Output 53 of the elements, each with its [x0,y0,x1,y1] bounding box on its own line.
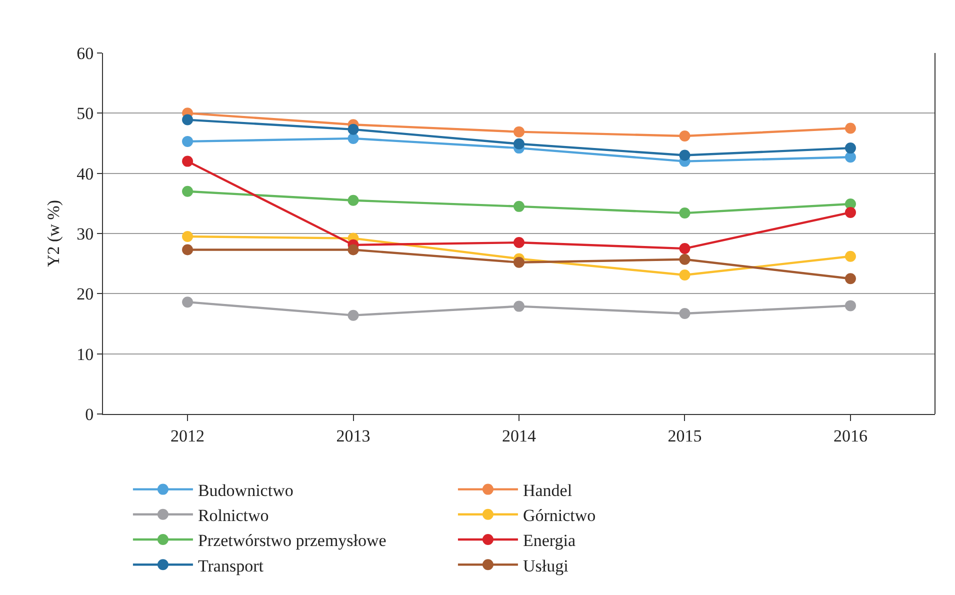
y-tick-label: 50 [76,104,94,124]
point [679,254,690,265]
point [514,300,524,312]
point [348,124,359,135]
legend-label: Rolnictwo [198,506,269,526]
point [182,244,194,256]
y-axis-title: Y2 (w %) [44,200,63,268]
y-tick-label: 20 [76,284,94,304]
point [844,250,856,262]
y-tick-label: 30 [76,224,94,244]
point [514,126,524,138]
legend-label: Górnictwo [522,506,596,526]
y-tick-label: 60 [76,44,94,63]
x-tick-label: 2012 [170,426,205,446]
y-tick-label: 40 [76,164,94,184]
point [348,194,359,206]
point [182,114,194,126]
point [514,237,524,248]
point [182,186,194,197]
legend-label: Budownictwo [198,480,294,500]
legend-label: Przetwórstwo przemysłowe [198,531,386,550]
point [844,300,856,312]
point [514,200,524,212]
point [348,244,359,256]
legend-label: Energia [522,531,576,550]
point [679,130,690,142]
point [844,206,856,218]
x-tick-label: 2013 [336,426,370,446]
x-tick-label: 2016 [833,426,868,446]
point [348,132,359,144]
point [348,310,359,321]
point [182,231,194,242]
x-tick-label: 2014 [502,426,536,446]
y-tick-label: 0 [85,404,94,424]
point [182,156,194,167]
point [844,122,856,134]
x-tick-label: 2015 [668,426,702,446]
point [679,150,690,161]
legend-label: Transport [198,556,264,576]
point [679,308,690,320]
y-tick-label: 10 [76,344,94,364]
point [679,208,690,219]
point [514,138,524,150]
point [844,273,856,284]
point [844,152,856,163]
point [182,296,194,308]
legend-label: Handel [522,480,572,500]
point [514,256,524,268]
legend-label: Usługi [522,556,569,576]
point [679,243,690,254]
point [182,136,194,147]
point [844,142,856,154]
point [679,270,690,281]
